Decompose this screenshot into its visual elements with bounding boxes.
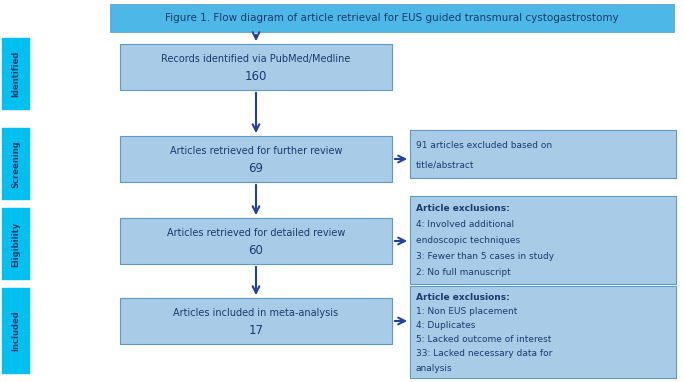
Text: 4: Duplicates: 4: Duplicates	[416, 321, 475, 330]
FancyBboxPatch shape	[2, 288, 30, 374]
FancyBboxPatch shape	[410, 286, 676, 378]
Text: 3: Fewer than 5 cases in study: 3: Fewer than 5 cases in study	[416, 252, 554, 261]
FancyBboxPatch shape	[2, 38, 30, 110]
Text: Article exclusions:: Article exclusions:	[416, 204, 510, 213]
FancyBboxPatch shape	[120, 298, 392, 344]
FancyBboxPatch shape	[110, 4, 674, 32]
FancyBboxPatch shape	[2, 208, 30, 280]
Text: 69: 69	[248, 162, 263, 175]
Text: 160: 160	[245, 71, 267, 84]
Text: Included: Included	[12, 311, 21, 351]
Text: 33: Lacked necessary data for: 33: Lacked necessary data for	[416, 350, 553, 358]
Text: endoscopic techniques: endoscopic techniques	[416, 236, 520, 245]
Text: analysis: analysis	[416, 364, 453, 372]
FancyBboxPatch shape	[2, 128, 30, 200]
Text: 5: Lacked outcome of interest: 5: Lacked outcome of interest	[416, 335, 551, 344]
Text: 17: 17	[248, 324, 263, 338]
Text: Articles retrieved for further review: Articles retrieved for further review	[170, 146, 342, 156]
Text: Figure 1. Flow diagram of article retrieval for EUS guided transmural cystogastr: Figure 1. Flow diagram of article retrie…	[166, 13, 619, 23]
Text: 4: Involved additional: 4: Involved additional	[416, 220, 514, 229]
Text: 91 articles excluded based on: 91 articles excluded based on	[416, 141, 552, 150]
FancyBboxPatch shape	[120, 44, 392, 90]
Text: Eligibility: Eligibility	[12, 222, 21, 267]
Text: Identified: Identified	[12, 51, 21, 97]
Text: Records identified via PubMed/Medline: Records identified via PubMed/Medline	[161, 54, 351, 64]
Text: 2: No full manuscript: 2: No full manuscript	[416, 268, 511, 277]
Text: 1: Non EUS placement: 1: Non EUS placement	[416, 307, 517, 316]
Text: Article exclusions:: Article exclusions:	[416, 293, 510, 302]
Text: Articles retrieved for detailed review: Articles retrieved for detailed review	[167, 228, 345, 238]
Text: Articles included in meta-analysis: Articles included in meta-analysis	[174, 308, 339, 318]
FancyBboxPatch shape	[120, 218, 392, 264]
Text: Screening: Screening	[12, 140, 21, 188]
FancyBboxPatch shape	[120, 136, 392, 182]
FancyBboxPatch shape	[410, 130, 676, 178]
Text: 60: 60	[248, 244, 263, 257]
FancyBboxPatch shape	[410, 196, 676, 284]
Text: title/abstract: title/abstract	[416, 160, 475, 169]
